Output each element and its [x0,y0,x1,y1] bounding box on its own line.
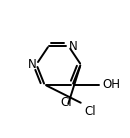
Text: N: N [28,58,36,71]
Text: Cl: Cl [61,96,72,109]
Text: Cl: Cl [85,105,96,118]
Text: OH: OH [102,78,120,91]
Text: N: N [69,40,77,53]
